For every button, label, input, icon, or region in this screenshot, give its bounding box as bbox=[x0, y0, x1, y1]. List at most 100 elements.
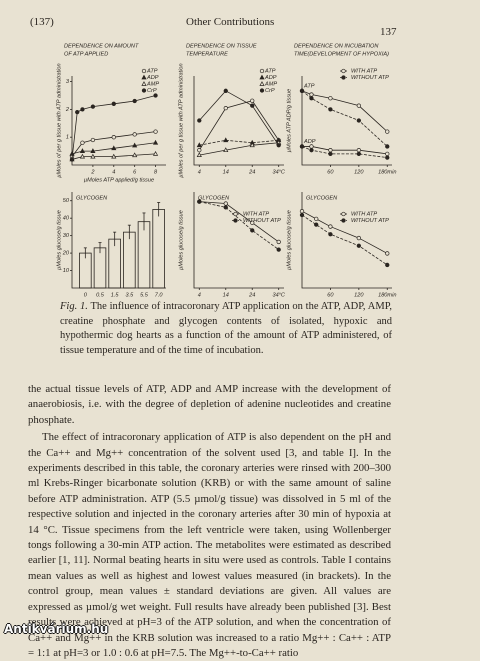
marker bbox=[356, 151, 361, 157]
y-axis-label: µMoles glucose/g tissue bbox=[178, 210, 184, 270]
y-axis-label: µMoles glucose/g tissue bbox=[56, 210, 62, 270]
watermark: Antikvárium.hu bbox=[4, 622, 109, 636]
legend-marker bbox=[141, 88, 147, 93]
x-tick-label: 5.5 bbox=[140, 292, 149, 298]
series-line bbox=[199, 142, 279, 156]
marker bbox=[153, 93, 158, 98]
marker bbox=[309, 148, 314, 153]
axis bbox=[193, 192, 284, 289]
x-tick-label: 60 bbox=[327, 292, 334, 298]
marker bbox=[385, 251, 390, 256]
marker bbox=[385, 151, 390, 157]
x-tick-label: 180min bbox=[378, 292, 396, 298]
x-tick-label: 60 bbox=[327, 169, 334, 175]
marker bbox=[250, 103, 255, 108]
x-tick-label: 120 bbox=[354, 169, 364, 175]
legend-marker bbox=[141, 74, 147, 80]
y-tick-label: 1 bbox=[66, 135, 69, 141]
marker bbox=[250, 228, 255, 233]
marker bbox=[356, 118, 361, 123]
marker bbox=[223, 205, 228, 210]
marker bbox=[250, 220, 255, 225]
marker bbox=[309, 92, 314, 97]
marker bbox=[328, 232, 333, 237]
marker bbox=[132, 142, 138, 148]
marker bbox=[299, 209, 305, 214]
panel-title: DEPENDENCE ON AMOUNT bbox=[64, 43, 139, 49]
legend-marker bbox=[341, 211, 346, 217]
marker bbox=[356, 148, 361, 153]
x-tick-label: 24 bbox=[248, 169, 255, 175]
series-label: ADP bbox=[303, 139, 316, 145]
x-tick-label: 7.0 bbox=[155, 292, 164, 298]
marker bbox=[356, 243, 361, 248]
bar bbox=[93, 247, 107, 289]
legend-label: ADP bbox=[146, 75, 159, 81]
marker bbox=[314, 216, 319, 222]
y-tick-label: 20 bbox=[62, 251, 70, 257]
marker bbox=[111, 101, 116, 106]
marker bbox=[197, 148, 202, 153]
marker bbox=[223, 147, 229, 153]
marker bbox=[356, 235, 361, 241]
marker bbox=[90, 153, 96, 159]
y-tick-label: 2 bbox=[65, 107, 70, 113]
x-tick-label: 14 bbox=[223, 169, 229, 175]
series-line bbox=[199, 201, 279, 243]
legend-marker bbox=[233, 211, 238, 217]
legend-label: WITHOUT ATP bbox=[351, 75, 389, 81]
marker bbox=[196, 152, 202, 157]
legend-marker bbox=[341, 68, 346, 74]
x-tick-label: 0.5 bbox=[96, 292, 105, 298]
y-tick-label: 30 bbox=[63, 233, 70, 239]
x-axis-label: µMoles ATP applied/g tissue bbox=[84, 177, 154, 183]
x-tick-label: 2 bbox=[90, 169, 95, 175]
marker bbox=[299, 144, 305, 149]
marker bbox=[385, 129, 390, 134]
marker bbox=[385, 262, 390, 268]
y-axis-label: µMoles of per g tissue with ATP administ… bbox=[56, 63, 62, 177]
marker bbox=[111, 135, 116, 140]
panel-title: TIME(DEVELOPMENT OF HYPOXIA) bbox=[294, 51, 389, 57]
legend-label: WITH ATP bbox=[351, 211, 377, 217]
marker bbox=[249, 142, 255, 148]
marker bbox=[111, 145, 117, 151]
legend-marker bbox=[259, 88, 265, 93]
x-tick-label: 34°C bbox=[272, 292, 285, 298]
series-line bbox=[199, 139, 279, 146]
marker bbox=[309, 144, 314, 149]
bar bbox=[108, 238, 121, 289]
marker bbox=[309, 96, 314, 101]
paragraph: The effect of intracoronary application … bbox=[28, 431, 391, 659]
x-tick-label: 3.5 bbox=[125, 292, 134, 298]
panel-title: OF ATP APPLIED bbox=[64, 51, 108, 57]
legend-label: WITH ATP bbox=[243, 211, 269, 217]
axis bbox=[193, 76, 284, 166]
marker bbox=[132, 98, 137, 104]
y-tick-label: 50 bbox=[63, 198, 70, 204]
marker bbox=[328, 151, 333, 157]
legend-marker bbox=[259, 81, 265, 86]
y-axis-label: µMoles glucose/g tissue bbox=[286, 210, 292, 270]
marker bbox=[223, 137, 229, 143]
marker bbox=[196, 142, 202, 148]
bar bbox=[123, 231, 136, 289]
legend-marker bbox=[341, 75, 346, 80]
marker bbox=[356, 103, 361, 108]
axis bbox=[301, 192, 392, 289]
marker bbox=[132, 132, 137, 137]
page: (137) Other Contributions 137 DEPENDENCE… bbox=[4, 16, 397, 659]
legend-marker bbox=[141, 81, 147, 86]
marker bbox=[79, 153, 86, 159]
legend-label: AMP bbox=[146, 81, 159, 87]
x-tick-label: 0 bbox=[84, 292, 88, 298]
marker bbox=[79, 148, 86, 153]
marker bbox=[197, 199, 202, 204]
x-tick-label: 6 bbox=[133, 169, 137, 175]
marker bbox=[328, 148, 333, 153]
legend-label: AMP bbox=[264, 81, 277, 87]
x-tick-label: 1.5 bbox=[111, 292, 120, 298]
axis bbox=[301, 76, 392, 166]
series-line bbox=[199, 201, 279, 250]
